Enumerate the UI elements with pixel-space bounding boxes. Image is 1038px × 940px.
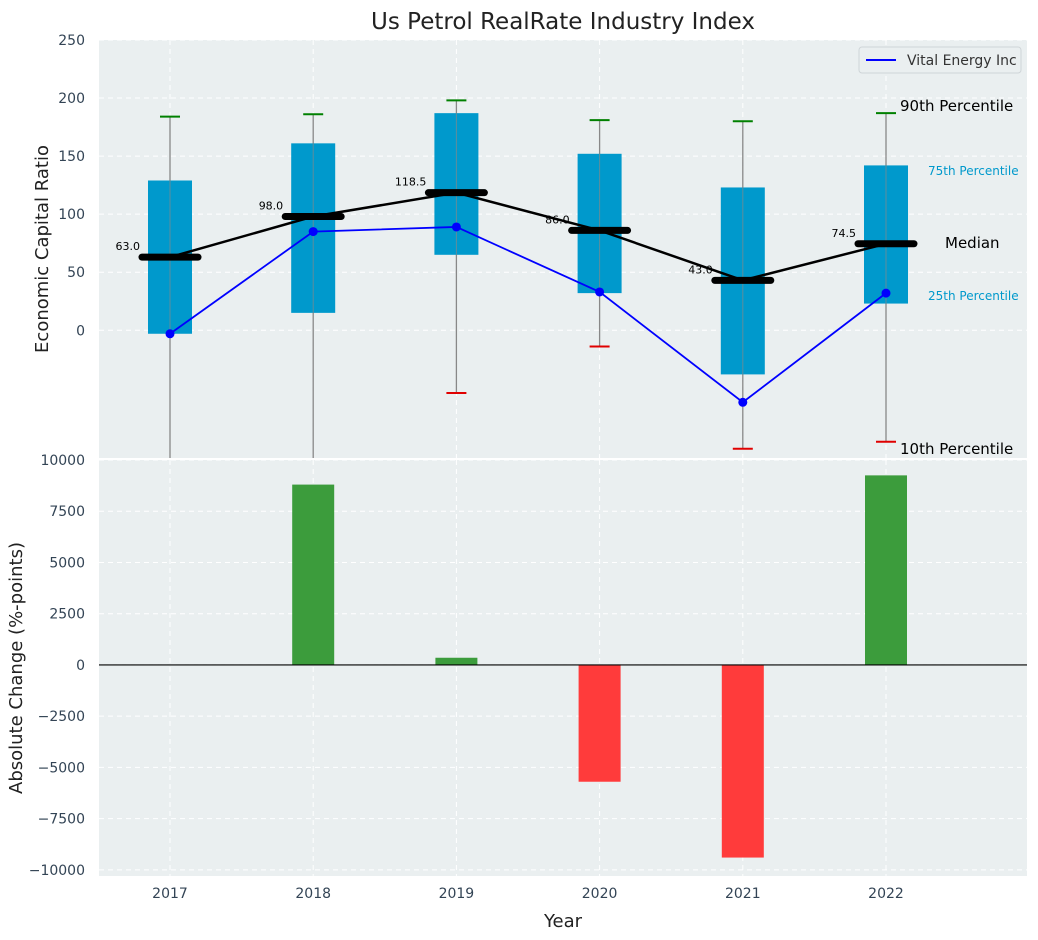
series-point-2018	[308, 227, 318, 237]
top-y-axis-label: Economic Capital Ratio	[32, 145, 53, 353]
series-point-2021	[738, 397, 748, 407]
median-label-2019: 118.5	[395, 176, 427, 189]
top-y-tick-label: 150	[58, 149, 85, 165]
bottom-y-tick-label: 0	[76, 658, 85, 674]
bottom-y-tick-label: −7500	[38, 812, 85, 828]
bottom-panel-y-ticks: −10000 −7500 −5000 −2500 0 2500 5000 7500 10000	[29, 453, 85, 879]
median-trend-line	[169, 191, 887, 282]
median-label-2018: 98.0	[259, 199, 284, 212]
series-point-2022	[881, 288, 891, 298]
top-y-tick-label: 50	[67, 265, 85, 281]
annotation-p90: 90th Percentile	[900, 97, 1013, 115]
x-tick-label-2019: 2019	[439, 886, 475, 902]
annotation-p25: 25th Percentile	[928, 289, 1019, 303]
x-tick-label-2022: 2022	[868, 886, 904, 902]
bottom-y-tick-label: −5000	[38, 760, 85, 776]
legend-label-vital-energy: Vital Energy Inc	[907, 53, 1017, 69]
bottom-y-tick-label: −10000	[29, 863, 85, 879]
bottom-y-tick-label: 7500	[49, 504, 85, 520]
top-panel-marks: 63.0 98.0 118.5 86.0 43.0 74.5	[116, 99, 918, 458]
bottom-y-tick-label: 2500	[49, 607, 85, 623]
chart-title: Us Petrol RealRate Industry Index	[371, 9, 755, 35]
change-bar-2019	[435, 657, 478, 665]
series-line-vital-energy	[169, 226, 887, 404]
x-axis-label: Year	[543, 911, 583, 932]
top-y-tick-label: 250	[58, 33, 85, 49]
x-tick-label-2021: 2021	[725, 886, 761, 902]
change-bar-2022	[865, 475, 907, 665]
median-label-2022: 74.5	[832, 227, 857, 240]
bottom-y-axis-label: Absolute Change (%-points)	[6, 542, 27, 794]
median-label-2021: 43.0	[688, 263, 713, 276]
median-label-2017: 63.0	[116, 240, 141, 253]
top-y-tick-label: 200	[58, 91, 85, 107]
series-point-2019	[451, 222, 461, 232]
x-tick-label-2017: 2017	[152, 886, 188, 902]
bottom-panel-bars	[99, 475, 1027, 858]
x-tick-label-2018: 2018	[295, 886, 331, 902]
change-bar-2020	[578, 664, 621, 782]
top-y-tick-label: 0	[76, 323, 85, 339]
bottom-y-tick-label: 10000	[40, 453, 85, 469]
median-label-2020: 86.0	[545, 213, 570, 226]
bottom-y-tick-label: −2500	[38, 709, 85, 725]
change-bar-2018	[292, 484, 335, 665]
series-point-2017	[165, 329, 175, 339]
top-panel-y-ticks: 0 50 100 150 200 250	[58, 33, 85, 339]
legend: Vital Energy Inc	[858, 46, 1022, 74]
annotation-p75: 75th Percentile	[928, 164, 1019, 178]
series-point-2020	[595, 287, 605, 297]
legend-box	[858, 46, 1022, 74]
top-y-tick-label: 100	[58, 207, 85, 223]
annotation-p10: 10th Percentile	[900, 440, 1013, 458]
x-axis-ticks: 2017 2018 2019 2020 2021 2022	[152, 886, 904, 902]
x-tick-label-2020: 2020	[582, 886, 618, 902]
bottom-y-tick-label: 5000	[49, 555, 85, 571]
change-bar-2021	[721, 664, 764, 858]
annotation-median: Median	[945, 234, 1000, 252]
